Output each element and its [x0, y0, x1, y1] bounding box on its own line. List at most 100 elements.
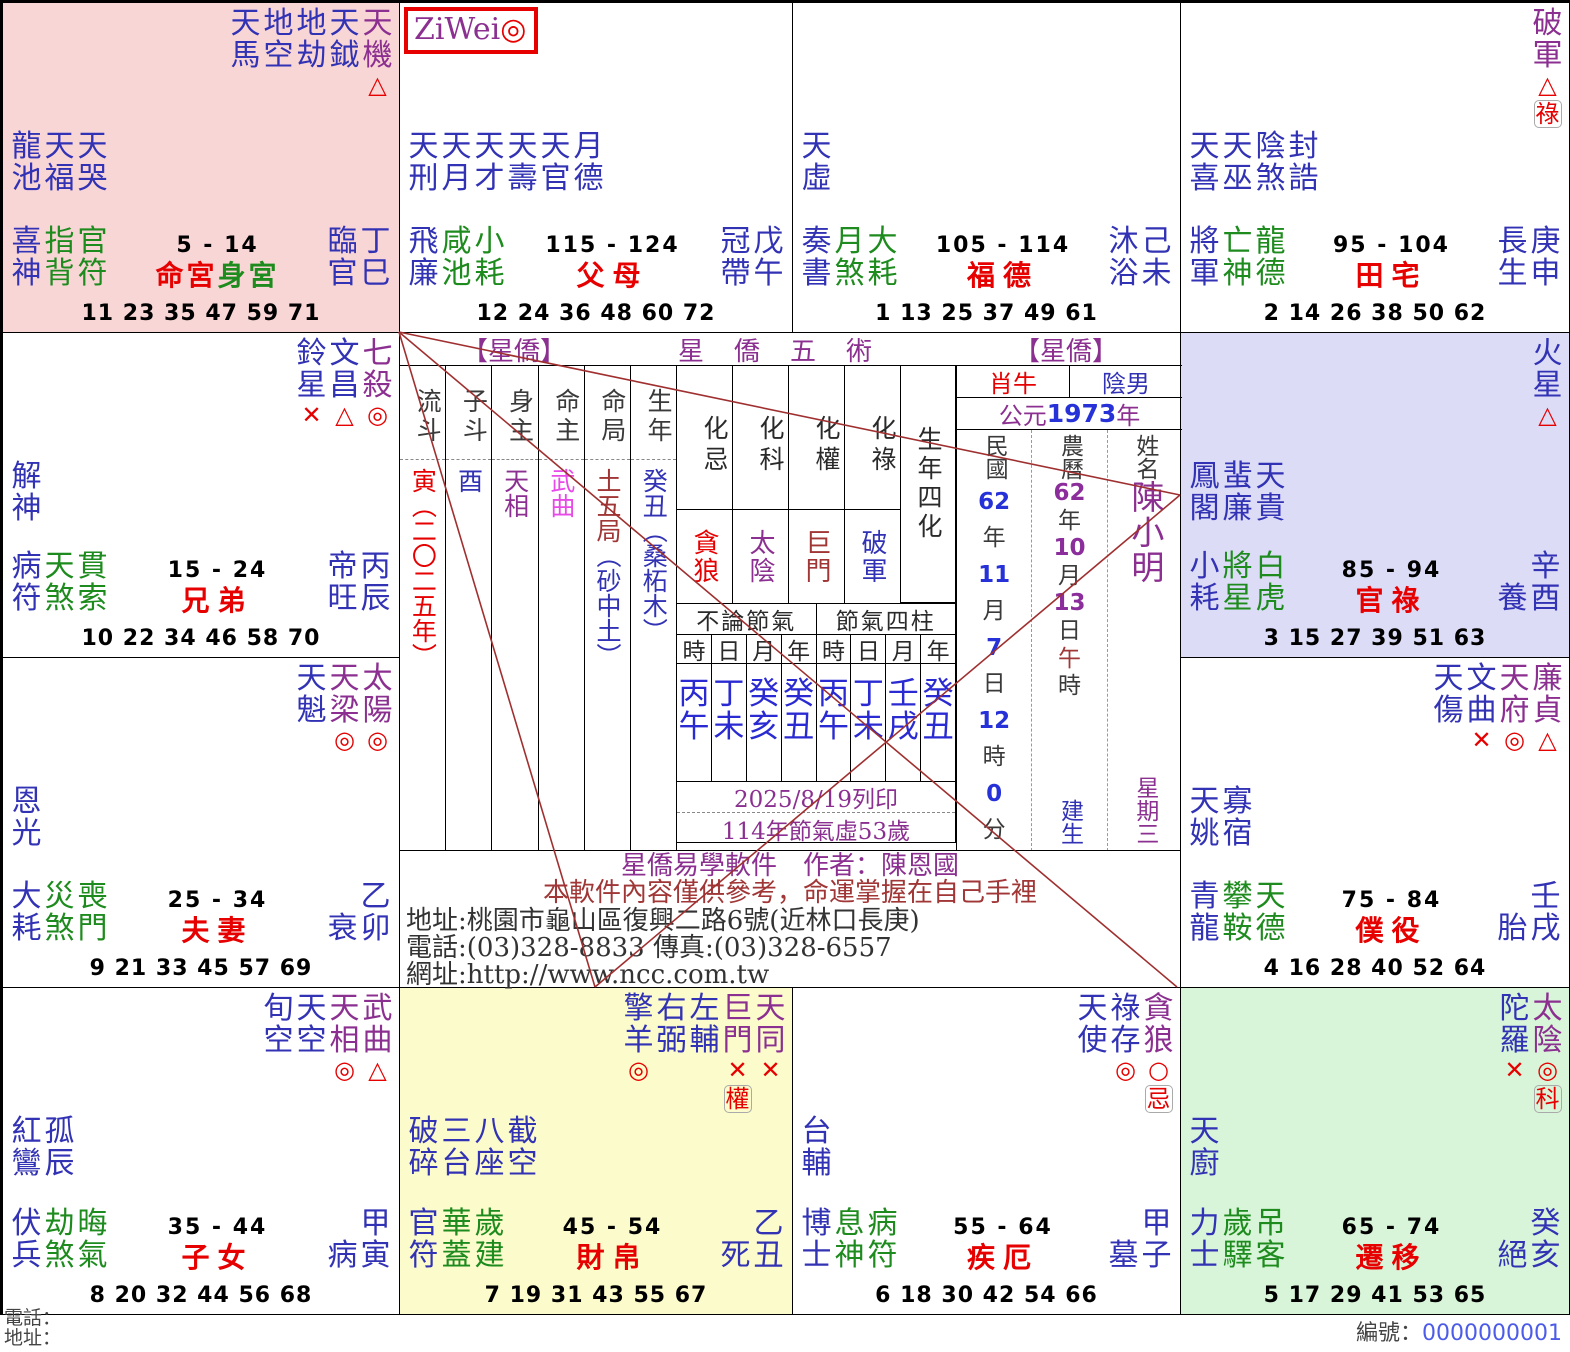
minor-star: 天刑 [408, 129, 439, 196]
transformation-header: 化科 [733, 366, 788, 510]
palace-name: 田宅 [1355, 262, 1427, 290]
major-star: 貪狼 ○ 忌 [1143, 991, 1174, 1114]
palace-yin-zinv-gong[interactable]: 旬空天空天相 ◎ 武曲 △ 紅鸞孤辰伏兵劫煞晦氣 35 - 44 子女 病甲寅 8 20 32 … [2, 987, 400, 1315]
palace-name-part: 遷移 [1355, 1241, 1428, 1274]
stage-stem-branch: 養辛酉 [1496, 549, 1562, 615]
attendant-star: 華蓋 [441, 1206, 472, 1274]
decade-age-range: 55 - 64 [953, 1215, 1053, 1240]
palace-si-ming-gong[interactable]: 天馬地空地劫天鉞天機 △ 龍池天福天哭喜神指背官符 5 - 14 命宮身宮臨官丁巳 11 … [2, 2, 400, 333]
software-title: 星僑易學軟件 作者：陳恩國 [620, 851, 959, 881]
four-pillars-table: 不論節氣 節氣四柱時日月年時日月年丙午丁未癸亥癸丑丙午丁未壬戌癸丑 2025/8/1… [677, 603, 956, 845]
stem-branch-label: 丙辰 [360, 549, 391, 617]
minor-stars: 天喜天巫陰煞封誥 [1188, 131, 1320, 195]
palace-mao-fuqi-gong[interactable]: 天魁天梁 ◎ 太陽 ◎ 恩光大耗災煞喪門 25 - 34 夫妻 衰乙卯 9 21 33 45 5… [2, 657, 400, 988]
attendant-star: 歲驛 [1222, 1206, 1253, 1274]
life-stage-label: 冠帶 [720, 224, 751, 292]
major-star: 鈴星 ✕ [296, 336, 327, 429]
major-star: 天梁 ◎ [329, 661, 360, 754]
minor-star: 天貴 [1255, 459, 1286, 526]
ziwei-brightness-symbol: ◎ [500, 12, 527, 47]
year-prefix: 公元 [998, 402, 1047, 430]
date-value: 年 [1057, 507, 1081, 534]
major-star: 天機 △ [362, 6, 393, 99]
palace-label-group: 5 - 14 命宮身宮 [155, 233, 279, 290]
palace-name-part: 疾厄 [966, 1241, 1039, 1274]
transformation-header: 化祿 [845, 366, 900, 510]
stage-stem-branch: 墓甲子 [1107, 1206, 1173, 1272]
brand-middle: 星僑五術 [677, 336, 902, 367]
palace-name-part: 僕役 [1355, 914, 1428, 947]
ziwei-selection-box[interactable]: ZiWei◎ [404, 7, 539, 54]
major-star: 廉貞 △ [1532, 661, 1563, 754]
ziwei-chart: 天馬地空地劫天鉞天機 △ 龍池天福天哭喜神指背官符 5 - 14 命宮身宮臨官丁巳 11 … [0, 0, 1570, 1315]
decade-age-range: 95 - 104 [1333, 233, 1450, 258]
pillar-unit-header: 月 [886, 635, 922, 665]
minor-star: 天廚 [1189, 1114, 1220, 1181]
brightness-symbol: ○ [1148, 1055, 1169, 1084]
palace-label-group: 95 - 104 田宅 [1333, 233, 1450, 290]
brightness-symbol: ◎ [628, 1055, 649, 1084]
masters-column-header: 流斗 [400, 366, 446, 460]
palace-bottom-row: 大耗災煞喪門 25 - 34 夫妻 衰乙卯 [10, 879, 392, 945]
stem-branch-label: 己未 [1141, 224, 1172, 292]
minor-stars: 台輔 [800, 1116, 833, 1180]
stem-branch-label: 辛酉 [1530, 549, 1561, 617]
palace-shen-tianzhai-gong[interactable]: 破軍 △ 祿天喜天巫陰煞封誥將軍亡神龍德 95 - 104 田宅 長生庚申 2 14 26 … [1180, 2, 1570, 333]
brightness-symbol: ✕ [1471, 725, 1492, 754]
palace-you-guanlu-gong[interactable]: 火星 △ 鳳閣蜚廉天貴小耗將星白虎 85 - 94 官祿 養辛酉 3 15 27 39 51… [1180, 332, 1570, 658]
brightness-symbol: △ [368, 1055, 387, 1084]
print-date: 2025/8/19列印 [734, 787, 898, 813]
attendant-stars: 官符華蓋歲建 [407, 1208, 506, 1272]
palace-chen-xiongdi-gong[interactable]: 鈴星 ✕ 文昌 △ 七殺 ◎ 解神病符天煞貫索 15 - 24 兄弟帝旺丙辰 10 22 34 4… [2, 332, 400, 658]
date-value: 午 [1057, 645, 1081, 672]
transformation-star: 貪狼 [689, 529, 719, 585]
palace-name: 遷移 [1355, 1244, 1427, 1272]
palace-zi-jie-gong[interactable]: 天使祿存 ◎ 貪狼 ○ 忌台輔博士息神病符 55 - 64 疾厄 墓甲子 6 18 30 42 … [792, 987, 1181, 1315]
attendant-stars: 博士息神病符 [800, 1208, 899, 1272]
major-star: 文昌 △ [329, 336, 360, 429]
minor-stars: 破碎三台八座截空 [407, 1116, 539, 1180]
minor-star: 解神 [11, 459, 42, 526]
life-stage-label: 帝旺 [327, 549, 358, 617]
masters-value-part: 寅（二〇二五年） [408, 468, 438, 668]
attendant-star: 龍德 [1255, 224, 1286, 292]
masters-column-value: 酉 [455, 460, 484, 851]
palace-name: 夫妻 [181, 917, 253, 945]
palace-name: 福德 [967, 262, 1039, 290]
pillars-sub-headers: 時日月年時日月年 [677, 635, 955, 665]
major-star: 地劫 [296, 6, 327, 73]
transformation-badge: 科 [1533, 1084, 1562, 1114]
chart-masters-table: 流斗 寅（二〇二五年） 子斗酉身主 天相 命主 武曲 命局 土五局（砂中土） 生年 癸丑（桑柘木） [400, 365, 678, 851]
pillar-cell: 癸丑 [782, 664, 817, 781]
brightness-symbol: ◎ [334, 725, 355, 754]
major-star: 武曲 △ [362, 991, 393, 1084]
stem-branch-label: 丁巳 [360, 224, 391, 292]
decade-age-range: 75 - 84 [1341, 888, 1442, 913]
brightness-symbol: ◎ [1504, 725, 1525, 754]
attendant-stars: 飛廉咸池小耗 [407, 226, 506, 290]
palace-wei-fude-gong[interactable]: 天虛奏書月煞大耗 105 - 114 福德 沐浴己未 1 13 25 37 49 61 [792, 2, 1181, 333]
minor-stars: 恩光 [10, 786, 43, 850]
major-star: 旬空 [263, 991, 294, 1058]
footer-phone-label: 電話： [4, 1307, 62, 1329]
attendant-stars: 奏書月煞大耗 [800, 226, 899, 290]
date-column-header: 農曆 [1056, 434, 1083, 480]
masters-column-header: 身主 [492, 366, 538, 460]
attendant-star: 指背 [44, 224, 75, 292]
transformation-header: 化忌 [677, 366, 732, 510]
pillar-cell: 丁未 [712, 664, 747, 781]
pillar-unit-header: 年 [926, 639, 950, 665]
major-star: 天馬 [230, 6, 261, 73]
palace-wu-fumu-gong[interactable]: ZiWei◎ 天刑天月天才天壽天官月德飛廉咸池小耗 115 - 124 父母冠帶戊午 1… [399, 2, 793, 333]
date-value: 62 [1053, 480, 1086, 506]
attendant-star: 歲建 [474, 1206, 505, 1274]
palace-name: 父母 [576, 262, 648, 290]
transformation-badge: 祿 [1533, 99, 1562, 129]
palace-hai-qianyi-gong[interactable]: 陀羅 ✕ 太陰 ◎ 科天廚力士歲驛吊客 65 - 74 遷移 絕癸亥 5 17 29 41 53… [1180, 987, 1570, 1315]
attendant-star: 大耗 [867, 224, 898, 292]
minor-star: 封誥 [1288, 129, 1319, 196]
palace-chou-caibo-gong[interactable]: 擎羊 ◎ 右弼左輔巨門 ✕ 權天同 ✕ 破碎三台八座截空官符華蓋歲建 45 - 54 財帛 死乙丑… [399, 987, 793, 1315]
minor-star: 天壽 [507, 129, 538, 196]
palace-xu-puyi-gong[interactable]: 天傷文曲 ✕ 天府 ◎ 廉貞 △ 天姚寡宿青龍攀鞍天德 75 - 84 僕役 胎壬戌 4 16 28… [1180, 657, 1570, 988]
